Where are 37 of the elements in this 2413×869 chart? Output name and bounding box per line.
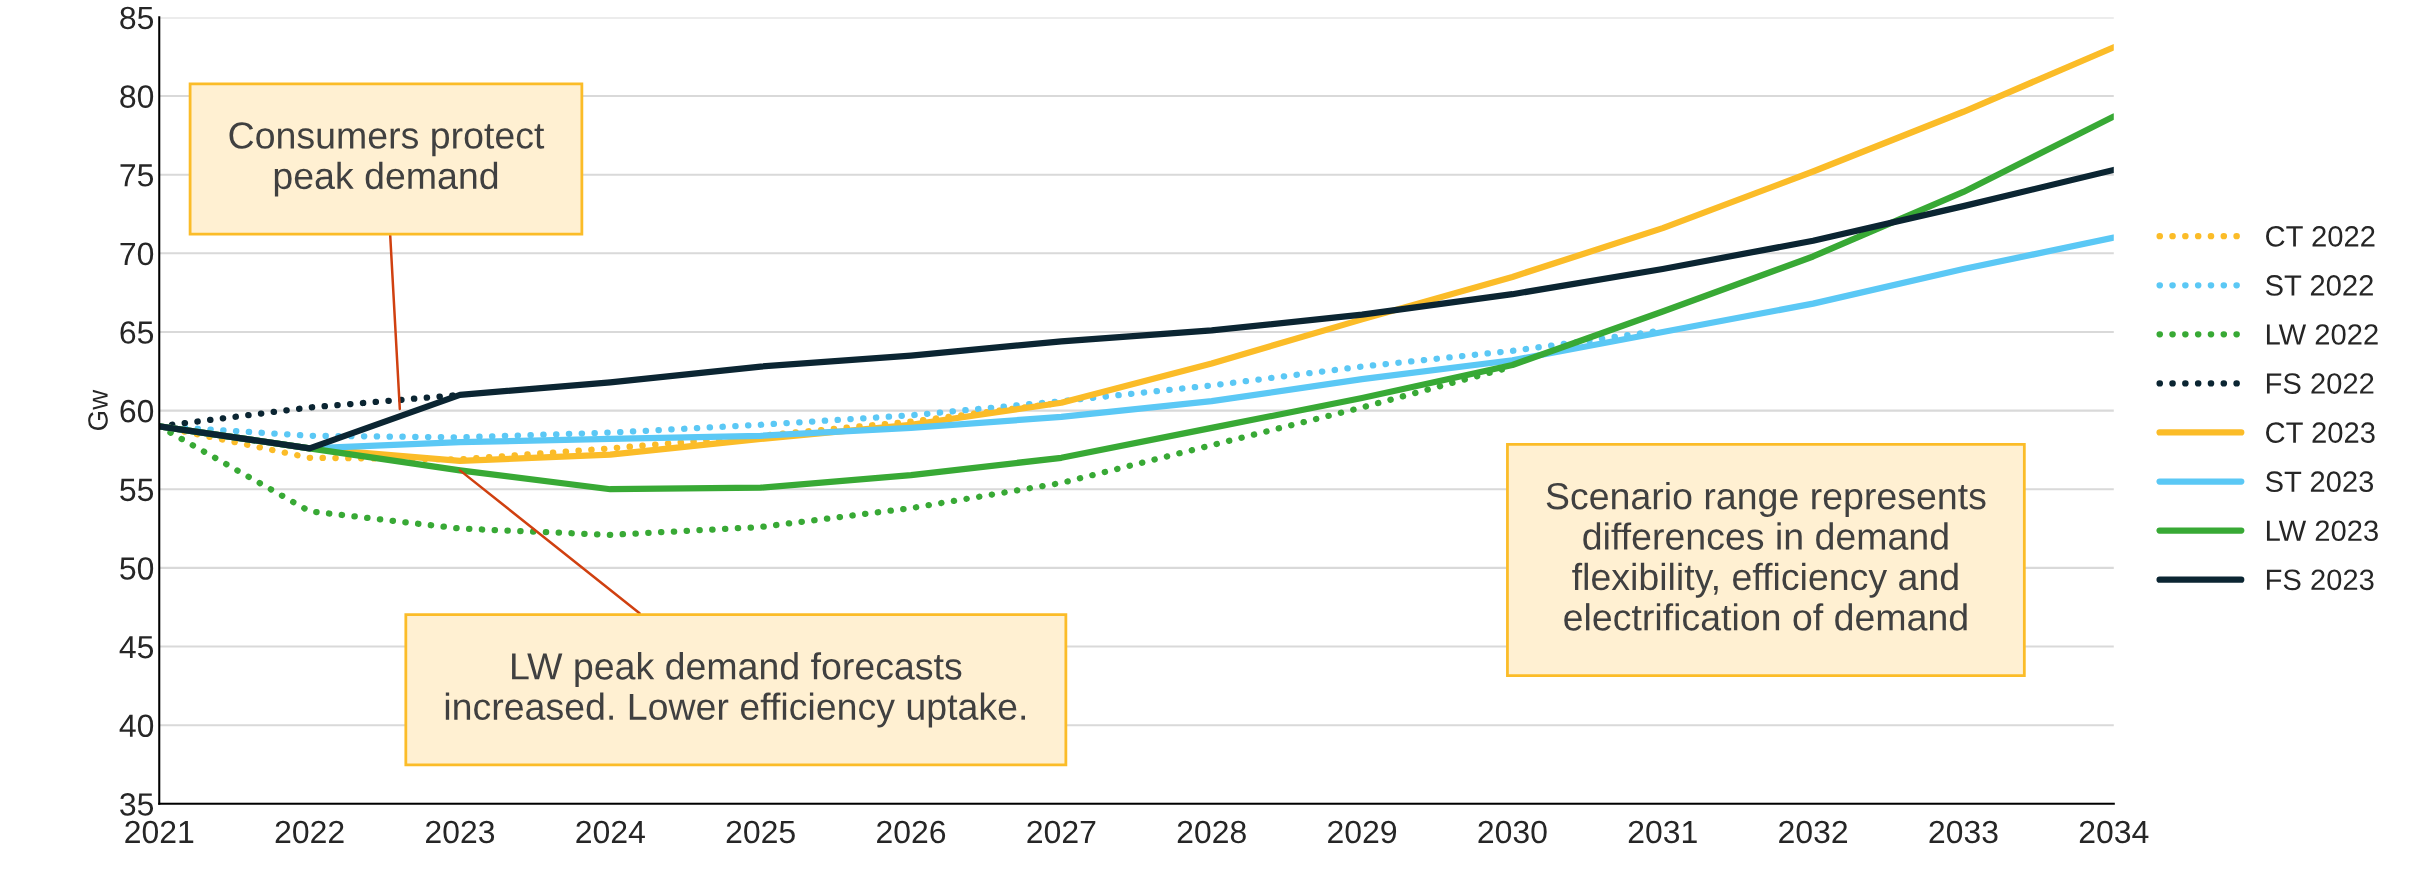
- y-tick-label: 65: [120, 321, 154, 344]
- y-tick-label: 40: [119, 714, 154, 738]
- annotation: LW peak demand forecasts increased. Lower efficiency uptake.: [445, 652, 1025, 728]
- annotation: Consumers protect peak demand: [229, 122, 545, 197]
- legend-label: CT 2023: [2266, 422, 2375, 443]
- x-tick-label: 2025: [726, 820, 795, 844]
- x-tick-label: 2021: [125, 820, 194, 844]
- legend-label: CT 2022: [2266, 226, 2375, 247]
- y-axis-title: Gw: [88, 389, 108, 431]
- y-tick-label: 85: [120, 6, 154, 30]
- x-tick-label: 2024: [576, 820, 645, 844]
- y-tick-label: 50: [120, 557, 154, 580]
- x-tick-label: 2033: [1929, 820, 1998, 844]
- y-tick-label: 75: [120, 164, 154, 187]
- x-tick-label: 2030: [1478, 820, 1547, 844]
- legend-label: ST 2023: [2265, 471, 2374, 493]
- legend-label: LW 2023: [2266, 520, 2378, 542]
- x-tick-label: 2023: [426, 820, 495, 844]
- annotation: Scenario range represents differences in demand flexibility, efficiency and electrification of demand: [1546, 481, 1986, 631]
- y-tick-label: 35: [120, 793, 154, 816]
- y-tick-label: 55: [120, 478, 154, 502]
- y-tick-label: 70: [120, 242, 154, 266]
- x-tick-label: 2031: [1628, 820, 1697, 844]
- y-tick-label: 60: [120, 399, 154, 423]
- x-tick-label: 2028: [1177, 820, 1246, 844]
- legend-label: FS 2022: [2266, 373, 2374, 394]
- y-tick-label: 45: [119, 636, 154, 659]
- x-tick-label: 2032: [1779, 820, 1848, 844]
- legend-label: FS 2023: [2266, 569, 2374, 591]
- legend-label: ST 2022: [2265, 275, 2373, 296]
- x-tick-label: 2026: [877, 820, 946, 844]
- x-tick-label: 2034: [2079, 820, 2149, 844]
- x-tick-label: 2027: [1027, 820, 1096, 844]
- x-tick-label: 2022: [275, 820, 344, 844]
- y-tick-label: 80: [120, 85, 154, 108]
- x-tick-label: 2029: [1328, 820, 1397, 844]
- legend-label: LW 2022: [2266, 324, 2378, 345]
